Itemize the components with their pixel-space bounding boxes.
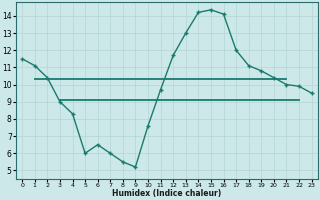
X-axis label: Humidex (Indice chaleur): Humidex (Indice chaleur) [112,189,221,198]
